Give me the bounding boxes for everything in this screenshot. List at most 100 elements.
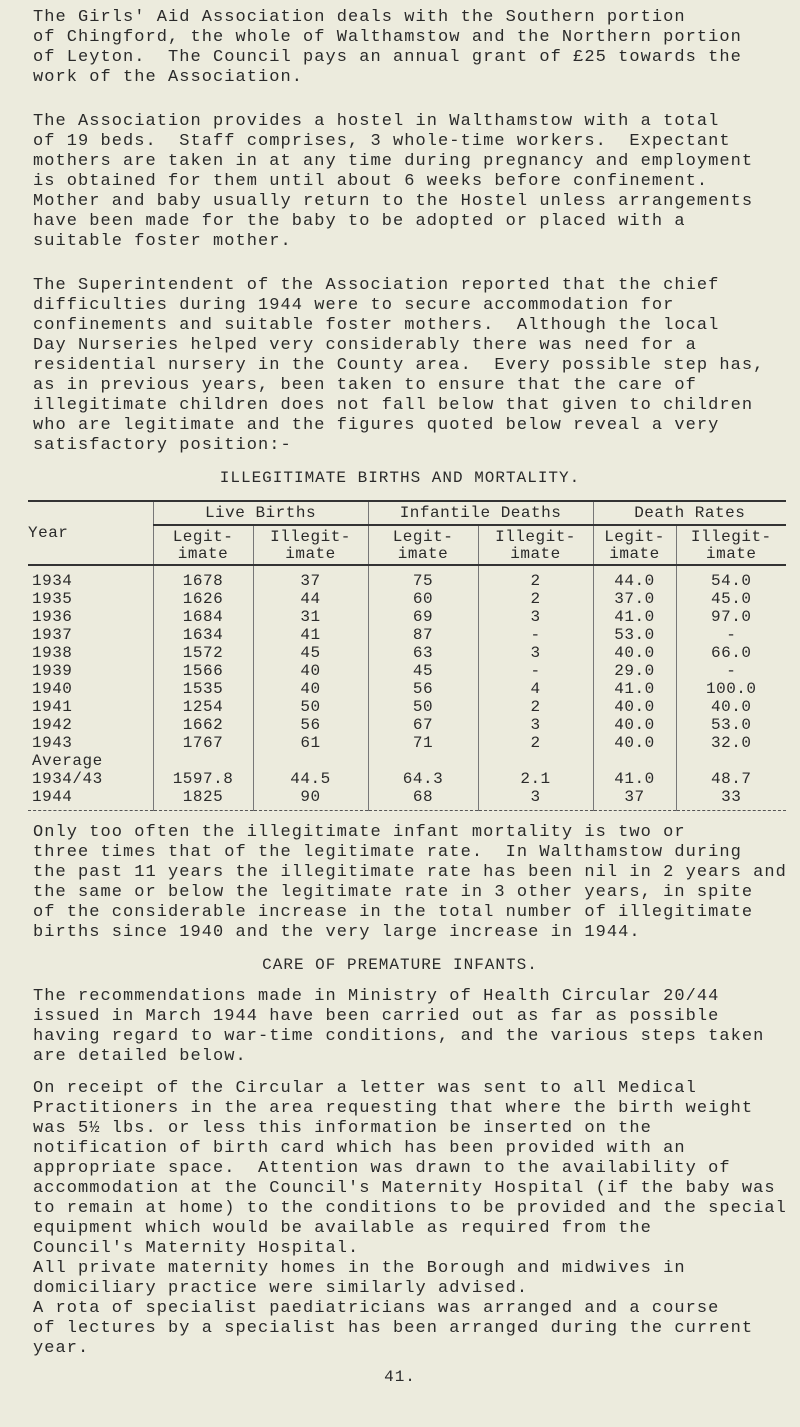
value-cell: 40 [252,662,368,680]
value-cell: - [675,662,786,680]
value-cell: 2 [477,565,593,590]
value-cell: 40 [252,680,368,698]
table-row: 1936 1684 31 69 3 41.0 97.0 [28,608,786,626]
value-cell [675,752,786,770]
table-row: 1934 1678 37 75 2 44.0 54.0 [28,565,786,590]
year-header: Year [28,500,153,566]
year-cell: 1942 [32,716,73,734]
year-cell: 1934/43 [32,770,103,788]
group-header: Death Rates [592,500,786,526]
value-cell: 71 [367,734,478,752]
value-cell: 2 [477,590,593,608]
value-cell: 1825 [152,788,253,811]
table-row: 1940 1535 40 56 4 41.0 100.0 [28,680,786,698]
section-title: CARE OF PREMATURE INFANTS. [262,956,538,974]
value-cell: 40.0 [592,698,676,716]
subheader: Legit- imate [152,525,253,566]
table-row: 1942 1662 56 67 3 40.0 53.0 [28,716,786,734]
year-cell: 1938 [32,644,73,662]
value-cell: 40.0 [592,734,676,752]
value-cell: 1626 [152,590,253,608]
value-cell [592,752,676,770]
table-row: 1937 1634 41 87-53.0- [28,626,786,644]
value-cell: 45.0 [675,590,786,608]
group-header: Live Births [152,500,368,526]
value-cell: 45 [252,644,368,662]
table-row: 1935 1626 44 60 2 37.0 45.0 [28,590,786,608]
value-cell: 48.7 [675,770,786,788]
value-cell: 2.1 [477,770,593,788]
year-cell: 1940 [32,680,73,698]
value-cell: 68 [367,788,478,811]
table-row: 1944 1825 90 68 3 37 33 [28,788,786,811]
value-cell: 37.0 [592,590,676,608]
value-cell [367,752,478,770]
subheader: Legit- imate [367,525,478,566]
table-title: ILLEGITIMATE BIRTHS AND MORTALITY. [219,469,581,487]
year-cell: 1937 [32,626,73,644]
value-cell: 66.0 [675,644,786,662]
value-cell: - [675,626,786,644]
value-cell: 40.0 [592,716,676,734]
year-cell: 1939 [32,662,73,680]
value-cell: 3 [477,644,593,662]
value-cell: 56 [252,716,368,734]
value-cell: 44.5 [252,770,368,788]
value-cell: 53.0 [675,716,786,734]
subheader: Illegit- imate [675,525,786,566]
table-row: 1939 1566 40 45-29.0- [28,662,786,680]
value-cell: 37 [592,788,676,811]
value-cell: 44 [252,590,368,608]
value-cell: 2 [477,734,593,752]
value-cell: 67 [367,716,478,734]
value-cell: 53.0 [592,626,676,644]
value-cell: 56 [367,680,478,698]
value-cell: 61 [252,734,368,752]
value-cell: 100.0 [675,680,786,698]
value-cell: 50 [252,698,368,716]
table-row: Average [28,752,786,770]
value-cell: 1678 [152,565,253,590]
value-cell: 3 [477,608,593,626]
value-cell: 1684 [152,608,253,626]
value-cell: 69 [367,608,478,626]
value-cell: 2 [477,698,593,716]
page-number: 41. [384,1368,416,1386]
value-cell: 41.0 [592,680,676,698]
value-cell: 50 [367,698,478,716]
value-cell: - [477,662,593,680]
year-cell: 1936 [32,608,73,626]
value-cell: 1535 [152,680,253,698]
value-cell: 1566 [152,662,253,680]
value-cell: 40.0 [592,644,676,662]
paragraph-girls-aid: The Girls' Aid Association deals with th… [33,8,742,87]
value-cell: 45 [367,662,478,680]
illegitimate-births-table: Year Live Births Infantile Deaths Death … [28,500,786,811]
table-row: 1943 1767 61 71 2 40.0 32.0 [28,734,786,752]
value-cell [252,752,368,770]
subheader: Illegit- imate [252,525,368,566]
value-cell: 41 [252,626,368,644]
year-cell: Average [32,752,103,770]
value-cell: 44.0 [592,565,676,590]
value-cell: 3 [477,788,593,811]
value-cell: 41.0 [592,608,676,626]
group-header: Infantile Deaths [367,500,593,526]
value-cell [477,752,593,770]
value-cell: 54.0 [675,565,786,590]
value-cell [152,752,253,770]
value-cell: 1597.8 [152,770,253,788]
table-row: 1938 1572 45 63 3 40.0 66.0 [28,644,786,662]
year-cell: 1935 [32,590,73,608]
paragraph-superintendent: The Superintendent of the Association re… [33,276,765,455]
value-cell: 33 [675,788,786,811]
table-row: 1934/43 1597.8 44.5 64.3 2.1 41.0 48.7 [28,770,786,788]
value-cell: 3 [477,716,593,734]
value-cell: 63 [367,644,478,662]
value-cell: 41.0 [592,770,676,788]
paragraph-recommendations: The recommendations made in Ministry of … [33,987,765,1066]
value-cell: 90 [252,788,368,811]
paragraph-circular: On receipt of the Circular a letter was … [33,1079,787,1358]
paragraph-hostel: The Association provides a hostel in Wal… [33,112,754,251]
value-cell: 64.3 [367,770,478,788]
